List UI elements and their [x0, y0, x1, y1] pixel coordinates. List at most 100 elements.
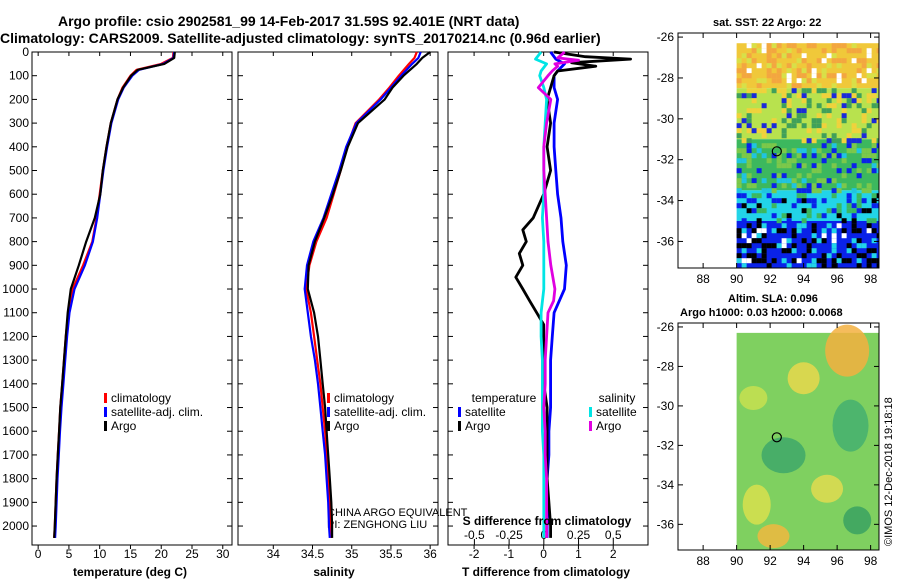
sst_map-cell: [811, 233, 817, 239]
sst_map-cell: [806, 68, 812, 74]
sst_map-cell: [866, 258, 872, 264]
sst_map-cell: [851, 43, 857, 49]
figure-title-line-1: Argo profile: csio 2902581_99 14-Feb-201…: [58, 13, 519, 29]
sst_map-cell: [871, 238, 877, 244]
sst_map-cell: [836, 78, 842, 84]
sst_map-cell: [851, 238, 857, 244]
sst_map-cell: [851, 223, 857, 229]
sst_map-cell: [861, 253, 867, 259]
sst_map-cell: [826, 138, 832, 144]
sla_map-y-tick-label: -26: [657, 320, 675, 334]
sla_map-blob: [825, 324, 870, 377]
x-tick-label-top: 0.5: [605, 528, 622, 542]
sst_map-cell: [811, 123, 817, 129]
sst_map-x-tick-label: 88: [696, 272, 710, 286]
sst_map-cell: [876, 103, 879, 109]
salinity-legend-swatch: [327, 393, 330, 403]
sst_map-cell: [766, 58, 772, 64]
sst_map-x-tick-label: 90: [730, 272, 744, 286]
sst_map-cell: [746, 173, 752, 179]
sst_map-cell: [786, 158, 792, 164]
sst_map-cell: [801, 123, 807, 129]
sst_map-cell: [741, 228, 747, 234]
sst_map-cell: [861, 58, 867, 64]
sst_map-cell: [776, 173, 782, 179]
sst_map-y-tick-label: -26: [657, 30, 675, 44]
sst_map-cell: [811, 73, 817, 79]
sst_map-cell: [826, 103, 832, 109]
sst_map-cell: [876, 258, 879, 264]
sst_map-cell: [796, 118, 802, 124]
difference-legend-s-swatch: [589, 421, 592, 431]
sst_map-cell: [851, 148, 857, 154]
sst_map-cell: [746, 163, 752, 169]
sst_map-cell: [866, 48, 872, 54]
sst_map-cell: [756, 228, 762, 234]
sst_map-cell: [771, 203, 777, 209]
sst_map-cell: [821, 123, 827, 129]
sst_map-cell: [746, 108, 752, 114]
sst_map-cell: [746, 223, 752, 229]
sst_map-cell: [751, 258, 757, 264]
sst_map-cell: [771, 73, 777, 79]
sst_map-cell: [796, 93, 802, 99]
difference-legend-temperature-title: temperature: [472, 391, 537, 405]
sst_map-cell: [841, 228, 847, 234]
sst_map-cell: [831, 138, 837, 144]
imos-credit: ©IMOS 12-Dec-2018 19:18:18: [883, 397, 895, 546]
sst_map-cell: [871, 258, 877, 264]
sst_map-cell: [846, 243, 852, 249]
y-tick-label: 600: [9, 187, 29, 201]
sst_map-cell: [761, 128, 767, 134]
sst_map-cell: [876, 193, 879, 199]
sst_map-cell: [766, 143, 772, 149]
sst_map-cell: [781, 53, 787, 59]
sst_map-cell: [851, 143, 857, 149]
sst_map-cell: [801, 163, 807, 169]
sst_map-cell: [791, 88, 797, 94]
x-tick-label: 36: [423, 547, 437, 561]
x-tick-label: -1: [504, 547, 515, 561]
sst_map-cell: [736, 133, 742, 139]
sst_map-cell: [736, 58, 742, 64]
sst_map-cell: [841, 93, 847, 99]
sst_map-cell: [736, 233, 742, 239]
sst_map-cell: [741, 68, 747, 74]
sst_map-cell: [866, 63, 872, 69]
difference-series-s-argo: [536, 50, 580, 538]
sst_map-cell: [796, 163, 802, 169]
sst_map-cell: [856, 68, 862, 74]
sst_map-cell: [761, 48, 767, 54]
sst_map-cell: [771, 243, 777, 249]
sst_map-cell: [836, 223, 842, 229]
sst_map-cell: [796, 68, 802, 74]
sst_map-cell: [836, 253, 842, 259]
sst_map-cell: [811, 248, 817, 254]
sst_map-cell: [736, 68, 742, 74]
sst_map-cell: [861, 198, 867, 204]
sla_map-x-tick-label: 88: [696, 554, 710, 568]
sst_map-cell: [796, 258, 802, 264]
sst_map-cell: [776, 243, 782, 249]
sst_map-cell: [801, 153, 807, 159]
sst_map-cell: [761, 233, 767, 239]
sst_map-cell: [836, 98, 842, 104]
sst_map-cell: [751, 198, 757, 204]
sst_map-cell: [741, 63, 747, 69]
sst_map-cell: [771, 63, 777, 69]
sst_map-cell: [781, 88, 787, 94]
sst_map-cell: [746, 143, 752, 149]
sst_map-cell: [821, 233, 827, 239]
sst_map-cell: [871, 88, 877, 94]
sst_map-cell: [821, 93, 827, 99]
difference-series-s-satellite: [534, 51, 548, 538]
difference-legend-s-label: Argo: [596, 419, 622, 433]
sst_map-cell: [786, 63, 792, 69]
sla_map-blob: [787, 362, 820, 395]
sst_map-cell: [856, 173, 862, 179]
sst_map-cell: [781, 213, 787, 219]
sst_map-cell: [781, 103, 787, 109]
sst_map-cell: [771, 78, 777, 84]
sst_map-cell: [766, 188, 772, 194]
sst_map-cell: [866, 153, 872, 159]
